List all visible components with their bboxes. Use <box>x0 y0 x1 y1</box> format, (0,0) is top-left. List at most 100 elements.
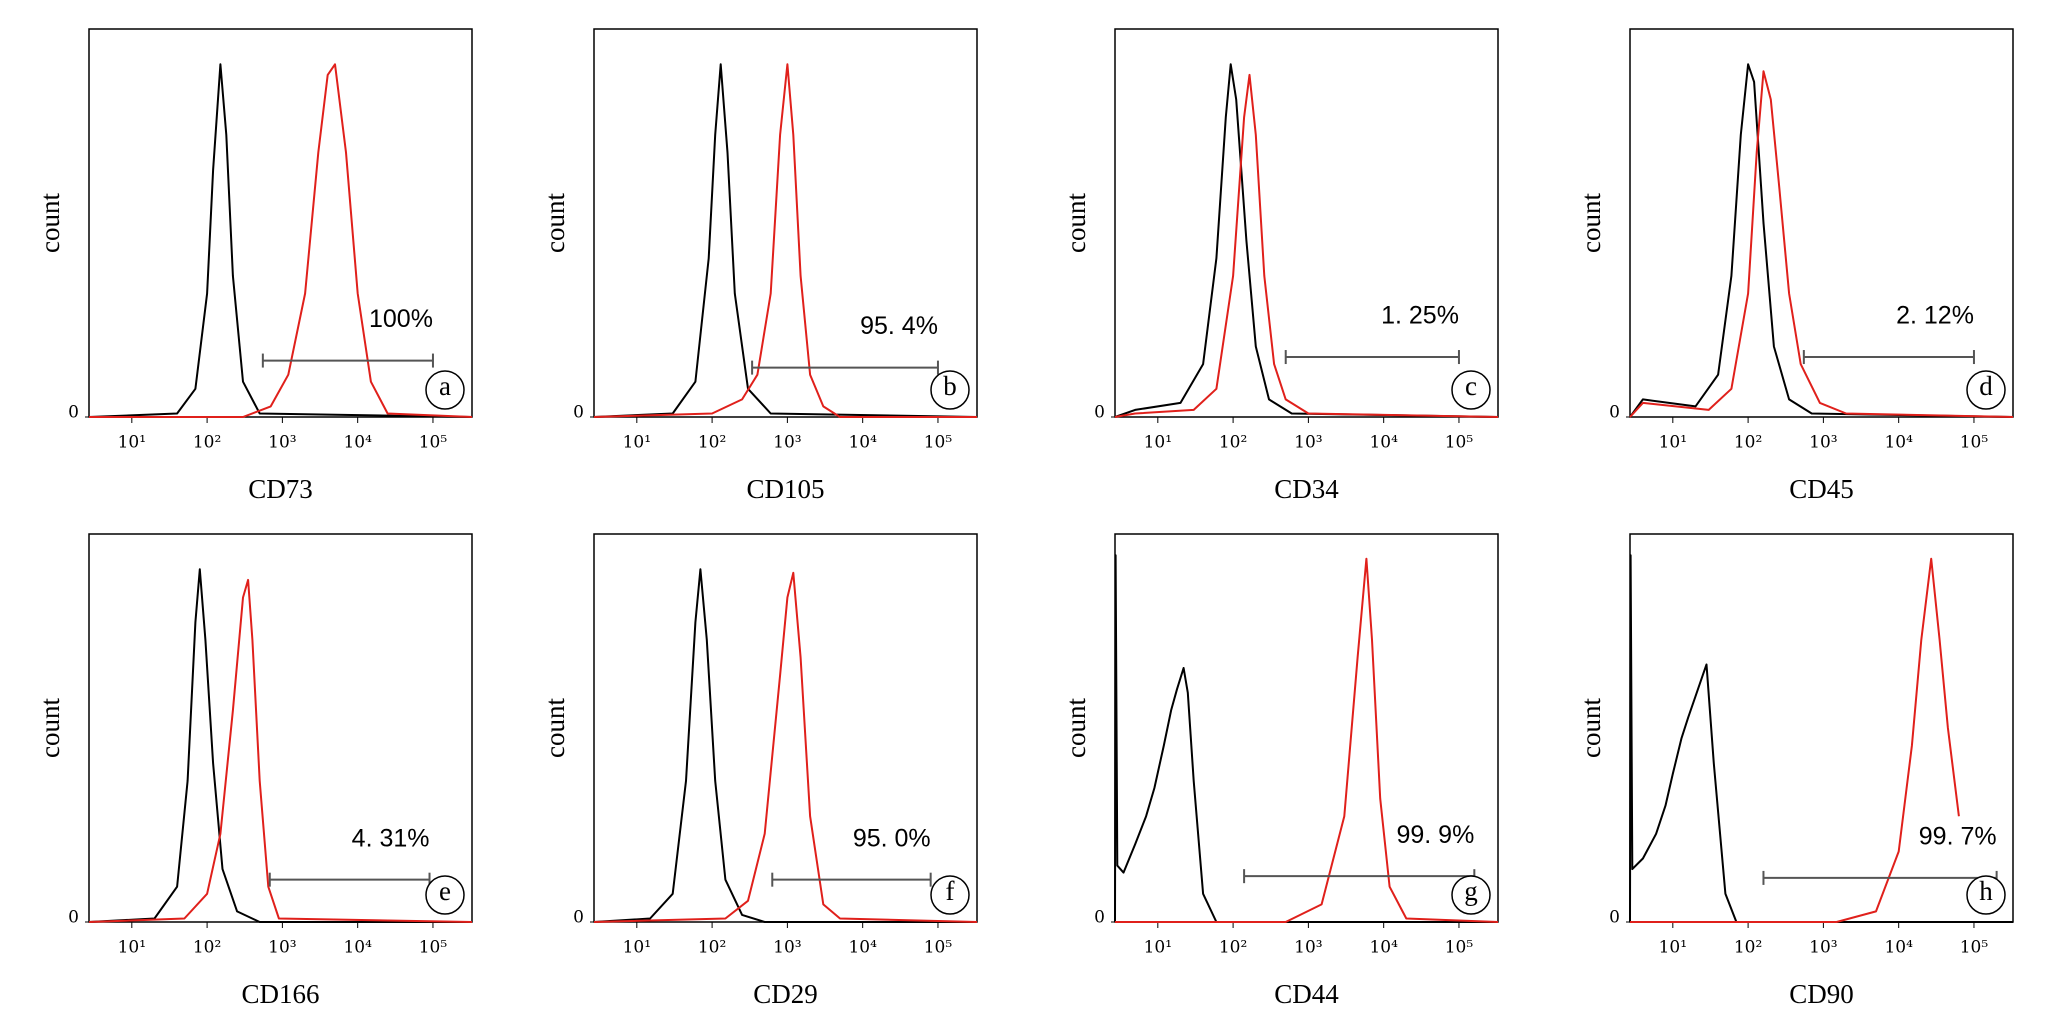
x-axis-label: CD73 <box>248 474 313 504</box>
histogram-line <box>1115 557 1499 923</box>
x-tick-label: 10³ <box>268 433 296 453</box>
histogram-panel: 10¹ 10² 10³ 10⁴ 10⁵ 0 CD44 count 99. 9% g <box>1061 533 1499 1009</box>
histogram-line <box>88 568 472 923</box>
y-axis-label: count <box>35 698 65 758</box>
plot-frame <box>593 28 978 418</box>
y-tick-label: 0 <box>1094 908 1105 928</box>
histogram-line <box>88 578 473 923</box>
panel-letter: a <box>439 371 451 401</box>
histogram-panel: 10¹ 10² 10³ 10⁴ 10⁵ 0 CD45 count 2. 12% d <box>1576 28 2014 504</box>
y-tick-label: 0 <box>68 403 79 423</box>
x-tick-label: 10⁴ <box>1369 938 1398 958</box>
panel-letter-circle <box>425 875 465 915</box>
x-tick-label: 10¹ <box>118 433 146 453</box>
x-axis-label: CD90 <box>1789 979 1854 1009</box>
histogram-panel: 10¹ 10² 10³ 10⁴ 10⁵ 0 CD166 count 4. 31% e <box>35 533 473 1009</box>
x-tick-label: 10² <box>1734 938 1762 958</box>
x-tick-label: 10³ <box>773 938 801 958</box>
x-tick-label: 10² <box>698 938 726 958</box>
histogram-line <box>593 571 978 923</box>
gate-label: 1. 25% <box>1381 302 1459 330</box>
plot-frame <box>593 533 978 923</box>
y-axis-label: count <box>540 698 570 758</box>
plot-frame <box>1629 533 2014 923</box>
x-tick-label: 10² <box>1734 433 1762 453</box>
x-axis-label: CD34 <box>1274 474 1339 504</box>
gate-label: 99. 9% <box>1396 821 1474 849</box>
panel-letter-circle <box>1966 875 2006 915</box>
y-axis-label: count <box>35 193 65 253</box>
y-axis-label: count <box>1576 193 1606 253</box>
x-axis-label: CD45 <box>1789 474 1854 504</box>
x-tick-label: 10¹ <box>118 938 146 958</box>
panel-letter-circle <box>1451 370 1491 410</box>
y-axis-label: count <box>1576 698 1606 758</box>
x-tick-label: 10² <box>193 433 221 453</box>
histogram-panel: 10¹ 10² 10³ 10⁴ 10⁵ 0 CD29 count 95. 0% f <box>540 533 978 1009</box>
panel-letter: b <box>943 371 957 401</box>
x-tick-label: 10² <box>193 938 221 958</box>
plot-frame <box>1114 533 1499 923</box>
panel-letter: c <box>1465 371 1477 401</box>
histogram-line <box>1629 554 2013 923</box>
histogram-line <box>1114 554 1498 923</box>
panel-letter-circle <box>425 370 465 410</box>
x-tick-label: 10² <box>1219 938 1247 958</box>
panel-letter: e <box>439 876 451 906</box>
histogram-line <box>593 568 977 923</box>
plot-frame <box>1114 28 1499 418</box>
x-tick-label: 10³ <box>1294 938 1322 958</box>
x-tick-label: 10⁴ <box>1884 938 1913 958</box>
x-tick-label: 10⁵ <box>924 938 953 958</box>
y-axis-label: count <box>1061 698 1091 758</box>
x-tick-label: 10⁵ <box>924 433 953 453</box>
x-tick-label: 10¹ <box>1659 938 1687 958</box>
x-tick-label: 10³ <box>773 433 801 453</box>
histogram-line <box>593 63 978 418</box>
x-tick-label: 10² <box>698 433 726 453</box>
x-tick-label: 10⁴ <box>848 433 877 453</box>
panel-letter: g <box>1464 876 1478 906</box>
gate-label: 100% <box>369 305 433 333</box>
histogram-panel: 10¹ 10² 10³ 10⁴ 10⁵ 0 CD90 count 99. 7% h <box>1576 533 2014 1009</box>
x-tick-label: 10¹ <box>1659 433 1687 453</box>
x-axis-label: CD29 <box>753 979 818 1009</box>
x-tick-label: 10¹ <box>623 433 651 453</box>
gate-label: 2. 12% <box>1896 302 1974 330</box>
panel-letter: h <box>1979 876 1993 906</box>
x-tick-label: 10³ <box>268 938 296 958</box>
panel-letter-circle <box>1966 370 2006 410</box>
histogram-line <box>593 63 977 418</box>
histogram-line <box>1114 63 1499 418</box>
x-tick-label: 10⁴ <box>848 938 877 958</box>
x-tick-label: 10³ <box>1809 433 1837 453</box>
x-tick-label: 10¹ <box>1144 938 1172 958</box>
histogram-panel: 10¹ 10² 10³ 10⁴ 10⁵ 0 CD73 count 100% a <box>35 28 473 504</box>
panel-letter: f <box>946 876 955 906</box>
y-tick-label: 0 <box>68 908 79 928</box>
histogram-panel: 10¹ 10² 10³ 10⁴ 10⁵ 0 CD34 count 1. 25% c <box>1061 28 1499 504</box>
gate-label: 95. 4% <box>860 312 938 340</box>
x-tick-label: 10¹ <box>1144 433 1172 453</box>
plot-frame <box>88 28 473 418</box>
x-tick-label: 10¹ <box>623 938 651 958</box>
gate-label: 99. 7% <box>1919 823 1997 851</box>
histogram-line <box>1630 557 1960 923</box>
panel-letter-circle <box>930 370 970 410</box>
x-tick-label: 10³ <box>1809 938 1837 958</box>
x-tick-label: 10⁴ <box>1369 433 1398 453</box>
x-tick-label: 10² <box>1219 433 1247 453</box>
y-tick-label: 0 <box>573 908 584 928</box>
x-tick-label: 10³ <box>1294 433 1322 453</box>
x-axis-label: CD44 <box>1274 979 1339 1009</box>
histogram-line <box>1629 63 2014 418</box>
x-tick-label: 10⁴ <box>343 938 372 958</box>
plot-frame <box>1629 28 2014 418</box>
panel-letter: d <box>1979 371 1993 401</box>
panel-letter-circle <box>930 875 970 915</box>
histogram-line <box>88 63 473 418</box>
gate-label: 95. 0% <box>853 824 931 852</box>
x-axis-label: CD166 <box>241 979 319 1009</box>
